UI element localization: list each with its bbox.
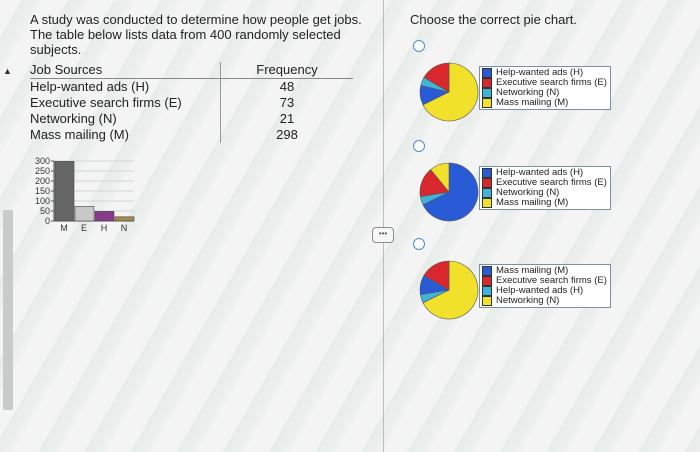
pie-slice [422, 62, 479, 122]
option-2-pie-chart[interactable] [417, 160, 481, 224]
legend-item: Networking (N) [482, 296, 607, 306]
legend-item: Help-wanted ads (H) [482, 168, 607, 178]
table-header-row: Job Sources Frequency [30, 62, 353, 79]
row-source: Executive search firms (E) [30, 95, 182, 110]
row-frequency: 48 [220, 78, 353, 95]
legend-item: Networking (N) [482, 188, 607, 198]
table-row: Executive search firms (E) 73 [30, 95, 353, 111]
table-row: Mass mailing (M) 298 [30, 127, 353, 143]
option-2-radio[interactable] [413, 140, 425, 152]
prompt-text: Choose the correct pie chart. [410, 12, 577, 27]
pie-slice [423, 260, 450, 291]
legend-label: Executive search firms (E) [496, 77, 607, 88]
scrollbar[interactable] [3, 210, 13, 410]
row-source: Networking (N) [30, 111, 117, 126]
legend-swatch [482, 276, 492, 286]
option-2-legend: Help-wanted ads (H) Executive search firm… [479, 166, 611, 210]
row-frequency: 73 [220, 95, 353, 111]
option-3-legend: Mass mailing (M) Executive search firms (… [479, 264, 611, 308]
row-source: Mass mailing (M) [30, 127, 129, 142]
legend-swatch [482, 198, 492, 208]
legend-swatch [482, 68, 492, 78]
legend-swatch [482, 266, 492, 276]
x-tick-label: M [60, 223, 68, 233]
resize-handle-icon[interactable]: ••• [372, 227, 394, 243]
row-frequency: 298 [220, 127, 353, 143]
x-tick-label: E [81, 223, 87, 233]
legend-label: Help-wanted ads (H) [496, 167, 584, 178]
legend-item: Networking (N) [482, 88, 607, 98]
legend-swatch [482, 98, 492, 108]
legend-swatch [482, 178, 492, 188]
option-3-pie-chart[interactable] [417, 258, 481, 322]
bar-h [94, 211, 115, 222]
y-tick-label: 200 [35, 176, 50, 186]
y-tick-label: 100 [35, 196, 50, 206]
legend-swatch [482, 286, 492, 296]
y-tick-label: 0 [45, 216, 50, 226]
legend-item: Mass mailing (M) [482, 98, 607, 108]
x-tick-label: N [121, 223, 128, 233]
pie-slice [422, 162, 479, 222]
legend-swatch [482, 78, 492, 88]
bar-e [74, 206, 95, 222]
answer-panel: Choose the correct pie chart. Help-wante… [385, 0, 700, 452]
legend-label: Mass mailing (M) [496, 97, 569, 108]
bar-n [114, 216, 135, 222]
row-source: Help-wanted ads (H) [30, 79, 150, 94]
legend-label: Mass mailing (M) [496, 197, 569, 208]
legend-swatch [482, 88, 492, 98]
pie-slice [430, 162, 450, 193]
job-sources-table: Job Sources Frequency Help-wanted ads (H… [30, 62, 353, 143]
option-1-pie-chart[interactable] [417, 60, 481, 124]
legend-item: Mass mailing (M) [482, 198, 607, 208]
question-text: A study was conducted to determine how p… [30, 12, 362, 57]
row-frequency: 21 [220, 111, 353, 127]
legend-label: Mass mailing (M) [496, 265, 569, 276]
legend-label: Help-wanted ads (H) [496, 285, 584, 296]
header-frequency: Frequency [220, 62, 353, 79]
legend-swatch [482, 188, 492, 198]
legend-label: Executive search firms (E) [496, 177, 607, 188]
y-tick-label: 150 [35, 186, 50, 196]
panel-divider [383, 0, 384, 452]
legend-label: Networking (N) [496, 87, 560, 98]
legend-item: Executive search firms (E) [482, 276, 607, 286]
legend-swatch [482, 296, 492, 306]
question-panel: ▲ A study was conducted to determine how… [3, 12, 362, 410]
table-row: Networking (N) 21 [30, 111, 353, 127]
table-row: Help-wanted ads (H) 48 [30, 78, 353, 95]
pie-slice [423, 62, 450, 93]
option-1-radio[interactable] [413, 40, 425, 52]
legend-label: Help-wanted ads (H) [496, 67, 584, 78]
option-1-legend: Help-wanted ads (H) Executive search firm… [479, 66, 611, 110]
header-job-sources: Job Sources [30, 62, 221, 79]
legend-item: Help-wanted ads (H) [482, 68, 607, 78]
x-tick-label: H [101, 223, 108, 233]
option-3-radio[interactable] [413, 238, 425, 250]
pie-slice [422, 260, 479, 320]
y-tick-label: 300 [35, 156, 50, 166]
legend-label: Networking (N) [496, 187, 560, 198]
bar-m [54, 161, 75, 222]
legend-label: Networking (N) [496, 295, 560, 306]
collapse-arrow-icon[interactable]: ▲ [3, 66, 12, 76]
legend-item: Executive search firms (E) [482, 78, 607, 88]
legend-item: Executive search firms (E) [482, 178, 607, 188]
legend-item: Mass mailing (M) [482, 266, 607, 276]
y-tick-label: 50 [40, 206, 50, 216]
legend-item: Help-wanted ads (H) [482, 286, 607, 296]
y-tick-label: 250 [35, 166, 50, 176]
legend-swatch [482, 168, 492, 178]
legend-label: Executive search firms (E) [496, 275, 607, 286]
